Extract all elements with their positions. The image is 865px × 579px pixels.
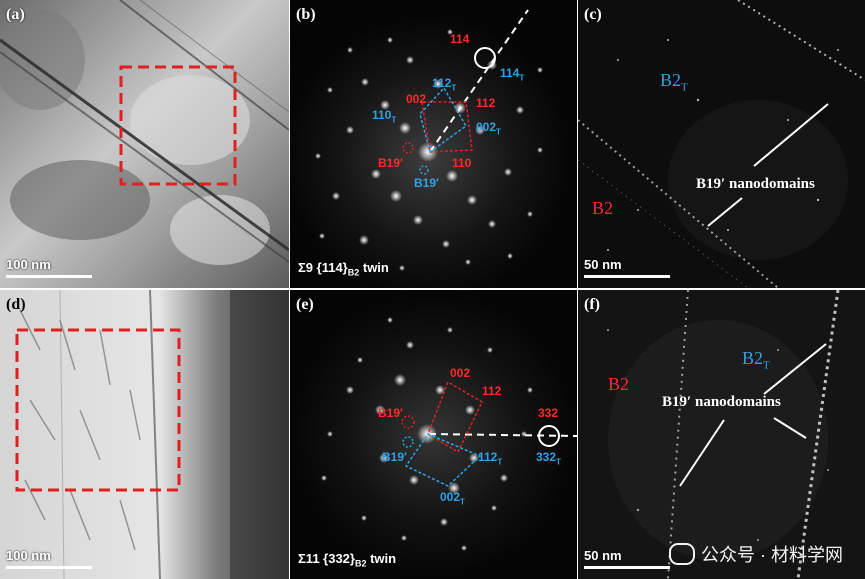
panel-e-pattern: [290, 290, 577, 579]
b-index-002-red-text: 002: [406, 92, 427, 106]
panel-b-caption: Σ9 {114}B2 twin: [298, 260, 389, 278]
f-phase-b2t-sub: T: [763, 359, 770, 372]
panel-a-scale-text: 100 nm: [6, 257, 51, 272]
f-phase-b2: B2: [608, 374, 630, 394]
panel-e-label: (e): [296, 296, 314, 313]
e-index-332T: 332T: [536, 450, 561, 466]
b-index-114T-sub: T: [519, 73, 525, 83]
panel-f-scalebar: 50 nm: [584, 548, 670, 569]
b-index-112-red: 112: [476, 96, 495, 110]
panel-d-scale-bar: [6, 566, 92, 569]
panel-f-image: [578, 290, 865, 579]
b-index-002T-text: 002: [476, 120, 497, 134]
panel-b-label: (b): [296, 6, 316, 23]
e-index-112T-sub: T: [497, 457, 503, 467]
b-index-110T-text: 110: [372, 108, 392, 122]
panel-d: (d) 100 nm: [0, 290, 289, 579]
c-phase-b2t-text: B2: [660, 70, 682, 90]
e-index-002-red: 002: [450, 366, 470, 380]
e-index-332T-text: 332: [536, 450, 557, 464]
e-index-b19-blue-text: B19′: [382, 450, 407, 464]
panel-e-caption-main: Σ11 {332}: [298, 551, 355, 567]
e-index-002T-sub: T: [460, 497, 465, 507]
panel-b-caption-sub: B2: [347, 268, 360, 278]
c-phase-b2: B2: [592, 198, 614, 218]
f-phase-b2t-text: B2: [742, 348, 764, 368]
e-index-002T-text: 002: [440, 490, 461, 504]
b-index-002T: 002T: [476, 120, 501, 136]
b-index-110T: 110T: [372, 108, 396, 124]
b-index-114-red: 114: [450, 32, 469, 46]
b-index-112T-sub: T: [451, 83, 457, 93]
panel-d-label: (d): [6, 296, 26, 313]
panel-d-scalebar: 100 nm: [6, 548, 92, 569]
b-index-b19-blue: B19′: [414, 176, 439, 190]
e-index-002-red-text: 002: [450, 366, 471, 380]
panel-c: (c) B2T B2 B19′ nanodomains 50 nm: [578, 0, 865, 288]
c-phase-b2t: B2T: [660, 70, 688, 94]
b-index-110-red: 110: [452, 156, 471, 170]
e-index-b19-red: B19′: [378, 406, 403, 420]
e-index-002T: 002T: [440, 490, 465, 506]
panel-e-caption: Σ11 {332}B2 twin: [298, 551, 396, 569]
c-nanodomains-label: B19′ nanodomains: [696, 176, 815, 192]
e-index-332-red-text: 332: [538, 406, 559, 420]
b-index-110-red-text: 110: [452, 156, 472, 170]
e-index-112T: 112T: [478, 450, 502, 466]
b-index-b19-blue-text: B19′: [414, 176, 439, 190]
panel-e-caption-post: twin: [366, 551, 397, 567]
panel-c-label: (c): [584, 6, 602, 23]
panel-f-scale-text: 50 nm: [584, 548, 622, 563]
panel-f-scale-bar: [584, 566, 670, 569]
f-phase-b2t: B2T: [742, 348, 770, 372]
wechat-logo-icon: [669, 543, 695, 565]
f-nanodomains-label: B19′ nanodomains: [662, 394, 781, 410]
b-index-114-red-text: 114: [450, 32, 470, 46]
panel-b-caption-main: Σ9 {114}: [298, 260, 348, 276]
e-index-332-red: 332: [538, 406, 558, 420]
panel-a: (a) 100 nm: [0, 0, 289, 288]
b-index-002T-sub: T: [496, 127, 501, 137]
panel-f: (f) B2 B2T B19′ nanodomains 50 nm 公众号 · …: [578, 290, 865, 579]
panel-a-label: (a): [6, 6, 25, 23]
panel-b-pattern: [290, 0, 577, 288]
panel-c-scalebar: 50 nm: [584, 257, 670, 278]
e-index-112-red-text: 112: [482, 384, 502, 398]
panel-c-image: [578, 0, 865, 288]
e-index-112T-text: 112: [478, 450, 498, 464]
panel-b-caption-post: twin: [359, 260, 389, 276]
panel-d-scale-text: 100 nm: [6, 548, 51, 563]
b-index-112T: 112T: [432, 76, 456, 92]
e-index-112-red: 112: [482, 384, 501, 398]
b-index-112T-text: 112: [432, 76, 452, 90]
e-index-b19-blue: B19′: [382, 450, 407, 464]
b-index-112-red-text: 112: [476, 96, 496, 110]
panel-f-label: (f): [584, 296, 600, 313]
panel-c-scale-text: 50 nm: [584, 257, 622, 272]
panel-a-image: [0, 0, 289, 288]
panel-a-scale-bar: [6, 275, 92, 278]
watermark-text: 公众号 · 材料学网: [701, 544, 843, 565]
e-index-332T-sub: T: [556, 457, 561, 467]
panel-b: (b) 114 114T 112T 002 112 110T 002T B19′…: [290, 0, 577, 288]
c-phase-b2t-sub: T: [681, 81, 688, 94]
e-index-b19-red-text: B19′: [378, 406, 403, 420]
panel-e: (e) 002 112 332 B19′ 332T 112T B19′ 002T…: [290, 290, 577, 579]
b-index-b19-red-text: B19′: [378, 156, 403, 170]
b-index-114T: 114T: [500, 66, 524, 82]
b-index-002-red: 002: [406, 92, 426, 106]
panel-d-image: [0, 290, 289, 579]
b-index-110T-sub: T: [391, 115, 397, 125]
b-index-114T-text: 114: [500, 66, 520, 80]
panel-e-caption-sub: B2: [354, 559, 367, 569]
panel-a-scalebar: 100 nm: [6, 257, 92, 278]
watermark: 公众号 · 材料学网: [669, 541, 843, 567]
b-index-b19-red: B19′: [378, 156, 403, 170]
panel-c-scale-bar: [584, 275, 670, 278]
